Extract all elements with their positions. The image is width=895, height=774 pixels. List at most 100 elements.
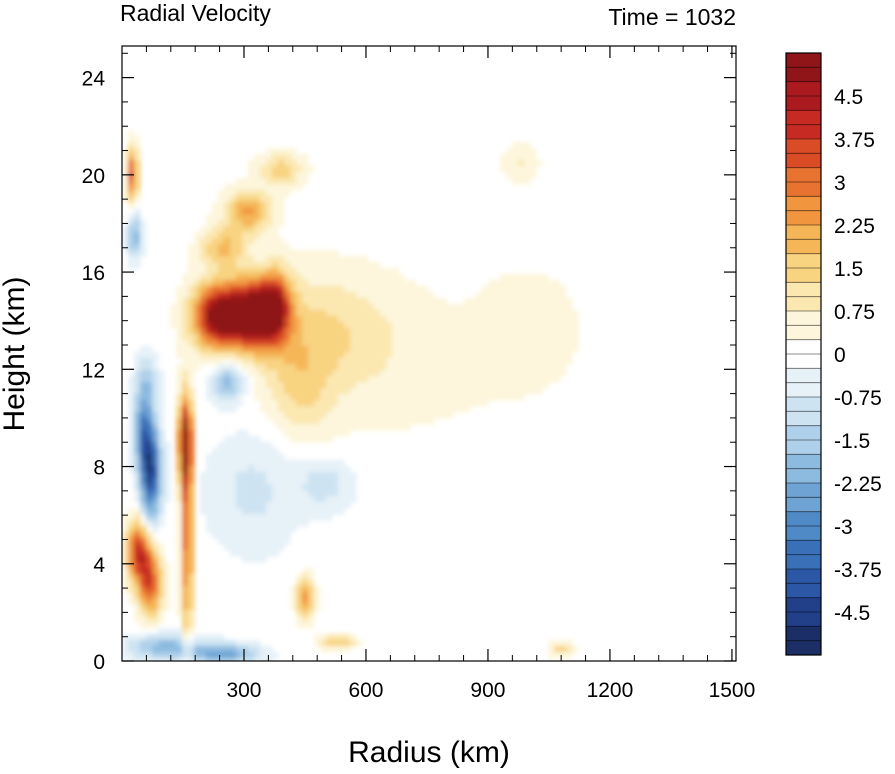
field-cell xyxy=(470,316,477,323)
field-cell xyxy=(482,370,489,377)
field-cell xyxy=(260,322,267,329)
field-cell xyxy=(548,346,555,353)
field-cell xyxy=(152,598,159,605)
field-cell xyxy=(458,304,465,311)
field-cell xyxy=(224,394,231,401)
field-cell xyxy=(236,658,243,661)
field-cell xyxy=(386,412,393,419)
field-cell xyxy=(392,388,399,395)
field-cell xyxy=(266,502,273,509)
field-cell xyxy=(266,526,273,533)
field-cell xyxy=(158,448,165,455)
field-cell xyxy=(362,424,369,431)
field-cell xyxy=(542,322,549,329)
field-cell xyxy=(320,286,327,293)
field-cell xyxy=(188,406,195,413)
field-cell xyxy=(272,322,279,329)
field-cell xyxy=(548,316,555,323)
field-cell xyxy=(344,412,351,419)
field-cell xyxy=(236,346,243,353)
field-cell xyxy=(524,382,531,389)
field-cell xyxy=(458,388,465,395)
field-cell xyxy=(368,358,375,365)
field-cell xyxy=(446,346,453,353)
field-cell xyxy=(230,466,237,473)
field-cell xyxy=(212,658,219,661)
field-cell xyxy=(350,388,357,395)
field-cell xyxy=(284,502,291,509)
field-cell xyxy=(362,286,369,293)
field-cell xyxy=(254,442,261,449)
field-cell xyxy=(530,304,537,311)
field-cell xyxy=(212,634,219,641)
field-cell xyxy=(296,178,303,185)
field-cell xyxy=(326,460,333,467)
field-cell xyxy=(374,298,381,305)
field-cell xyxy=(260,400,267,407)
field-cell xyxy=(206,658,213,661)
field-cell xyxy=(278,352,285,359)
field-cell xyxy=(134,466,141,473)
field-cell xyxy=(554,286,561,293)
field-cell xyxy=(218,478,225,485)
field-cell xyxy=(386,346,393,353)
field-cell xyxy=(566,316,573,323)
field-cell xyxy=(326,376,333,383)
field-cell xyxy=(320,430,327,437)
field-cell xyxy=(230,520,237,527)
field-cell xyxy=(182,334,189,341)
field-cell xyxy=(212,232,219,239)
field-cell xyxy=(182,304,189,311)
field-cell xyxy=(224,490,231,497)
field-cell xyxy=(362,304,369,311)
field-cell xyxy=(218,352,225,359)
field-cell xyxy=(236,334,243,341)
field-cell xyxy=(242,316,249,323)
field-cell xyxy=(536,352,543,359)
field-cell xyxy=(140,358,147,365)
field-cell xyxy=(152,442,159,449)
colorbar-tick-label: -3 xyxy=(834,516,853,539)
field-cell xyxy=(524,292,531,299)
field-cell xyxy=(368,424,375,431)
field-cell xyxy=(368,340,375,347)
field-cell xyxy=(176,592,183,599)
field-cell xyxy=(290,406,297,413)
field-cell xyxy=(182,466,189,473)
field-cell xyxy=(176,454,183,461)
field-cell xyxy=(278,400,285,407)
field-cell xyxy=(194,256,201,263)
field-cell xyxy=(128,430,135,437)
field-cell xyxy=(314,346,321,353)
field-cell xyxy=(548,286,555,293)
field-cell xyxy=(428,328,435,335)
field-cell xyxy=(248,544,255,551)
field-cell xyxy=(386,406,393,413)
field-cell xyxy=(260,466,267,473)
field-cell xyxy=(356,382,363,389)
field-cell xyxy=(146,460,153,467)
field-cell xyxy=(326,328,333,335)
field-cell xyxy=(560,340,567,347)
field-cell xyxy=(272,154,279,161)
field-cell xyxy=(182,454,189,461)
field-cell xyxy=(464,340,471,347)
field-cell xyxy=(176,508,183,515)
field-cell xyxy=(206,508,213,515)
field-cell xyxy=(398,394,405,401)
field-cell xyxy=(200,274,207,281)
field-cell xyxy=(230,382,237,389)
field-cell xyxy=(290,160,297,167)
field-cell xyxy=(368,352,375,359)
field-cell xyxy=(536,280,543,287)
field-cell xyxy=(422,370,429,377)
field-cell xyxy=(212,214,219,221)
field-cell xyxy=(212,328,219,335)
field-cell xyxy=(140,538,147,545)
field-cell xyxy=(236,448,243,455)
field-cell xyxy=(128,508,135,515)
field-cell xyxy=(572,328,579,335)
field-cell xyxy=(386,286,393,293)
field-cell xyxy=(326,352,333,359)
field-cell xyxy=(140,640,147,647)
